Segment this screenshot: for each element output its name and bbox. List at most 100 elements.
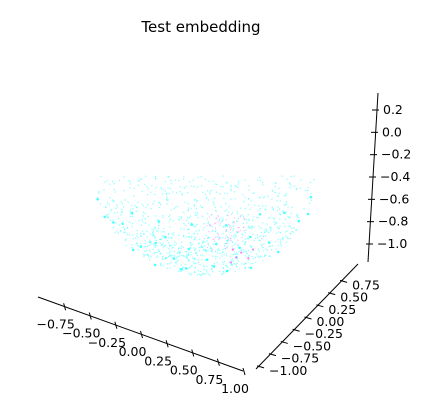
scatter-point: [104, 206, 107, 208]
scatter-point: [118, 180, 121, 182]
scatter-point: [209, 246, 211, 248]
scatter-point: [232, 258, 234, 260]
scatter-point: [183, 269, 185, 271]
scatter-point: [153, 229, 155, 231]
scatter-point: [179, 268, 181, 270]
scatter-point: [188, 236, 190, 238]
scatter-point: [142, 211, 145, 214]
scatter-point: [243, 243, 246, 245]
scatter-point: [109, 219, 112, 221]
scatter-point: [290, 212, 293, 215]
scatter-point: [236, 231, 238, 233]
scatter-point: [238, 246, 241, 250]
scatter-point: [270, 249, 273, 251]
scatter-point: [152, 235, 154, 237]
scatter-point: [174, 255, 176, 257]
scatter-point: [269, 226, 271, 229]
scatter-point: [202, 206, 204, 208]
scatter-point: [163, 245, 166, 247]
z-tick-label: −0.4: [380, 169, 410, 184]
scatter-point: [233, 248, 235, 250]
scatter-point: [277, 239, 279, 241]
scatter-point: [120, 214, 122, 216]
scatter-point: [152, 234, 155, 236]
scatter-point: [236, 262, 238, 265]
scatter-point: [246, 219, 248, 221]
scatter-point: [161, 244, 163, 246]
scatter-point: [161, 231, 163, 233]
scatter-point: [193, 258, 195, 261]
scatter-point: [268, 255, 270, 257]
scatter-point: [222, 237, 224, 239]
scatter-point: [168, 244, 171, 246]
scatter-point: [279, 241, 282, 243]
scatter-point: [216, 236, 218, 238]
scatter-point: [206, 196, 208, 198]
scatter-point: [233, 235, 235, 237]
scatter-point: [155, 186, 158, 188]
scatter-point: [194, 258, 196, 260]
scatter-point: [228, 205, 230, 208]
scatter-point: [281, 175, 283, 177]
scatter-point: [162, 216, 164, 219]
scatter-point: [167, 242, 170, 244]
scatter-point: [288, 216, 291, 219]
scatter-point: [129, 209, 132, 211]
scatter-point: [219, 222, 221, 224]
scatter-point: [247, 218, 250, 220]
scatter-point: [186, 255, 188, 257]
scatter-point: [249, 266, 253, 270]
x-tick-label: −0.25: [88, 335, 126, 350]
scatter-point: [263, 229, 265, 232]
scatter-point: [156, 251, 158, 254]
scatter-point: [204, 194, 206, 196]
scatter-point: [247, 257, 250, 260]
scatter-point: [203, 245, 205, 247]
scatter-point: [244, 196, 246, 198]
scatter-point: [131, 222, 134, 225]
x-tick-label: −0.75: [36, 316, 74, 331]
scatter-point: [248, 219, 251, 222]
scatter-point: [274, 191, 276, 194]
scatter-point: [165, 193, 168, 196]
scatter-point: [112, 226, 114, 229]
z-tick-label: 0.2: [383, 102, 403, 117]
scatter-point: [266, 230, 268, 232]
scatter-point: [175, 257, 178, 259]
scatter-point: [214, 227, 216, 229]
scatter-point: [194, 198, 196, 201]
scatter-point: [97, 197, 99, 199]
scatter-point: [195, 207, 198, 210]
scatter-point: [109, 196, 111, 199]
scatter-point: [279, 239, 282, 241]
scatter-point: [211, 226, 214, 228]
scatter-point: [262, 260, 264, 262]
scatter-point: [242, 200, 245, 203]
scatter-point: [258, 239, 261, 242]
scatter-point: [125, 238, 127, 240]
scatter-point: [162, 215, 164, 217]
scatter-point: [248, 259, 250, 261]
scatter-point: [187, 254, 190, 257]
scatter-point: [152, 203, 154, 205]
scatter-point: [146, 236, 148, 238]
scatter-point: [227, 223, 229, 225]
scatter-point: [191, 235, 193, 238]
y-tick-mark: [292, 328, 300, 332]
scatter-point: [296, 214, 298, 216]
x-ticks: −0.75−0.50−0.250.000.250.500.751.00: [36, 303, 249, 396]
scatter-point: [146, 186, 148, 188]
scatter-point: [207, 236, 209, 239]
scatter-point: [141, 203, 143, 206]
scatter-point: [263, 243, 265, 245]
scatter-point: [227, 270, 229, 272]
scatter-point: [259, 207, 262, 210]
scatter-point: [188, 217, 191, 219]
scatter-point: [183, 175, 185, 177]
scatter-point: [242, 217, 244, 219]
scatter-point: [204, 259, 206, 261]
scatter-point: [276, 210, 279, 212]
scatter-point: [196, 254, 198, 257]
scatter-point: [180, 228, 182, 230]
scatter-point: [180, 270, 182, 273]
